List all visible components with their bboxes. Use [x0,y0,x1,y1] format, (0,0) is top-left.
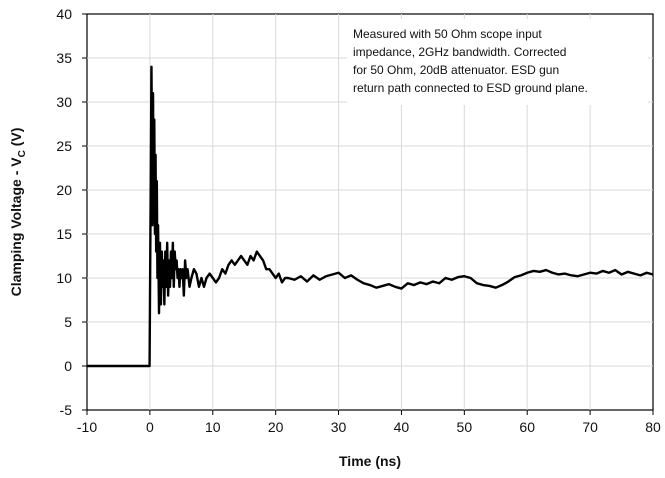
y-tick-label: 30 [56,94,72,110]
annotation-line-1: Measured with 50 Ohm scope input [353,27,542,41]
x-tick-label: 60 [519,419,535,435]
y-axis-label-prefix: Clamping Voltage - V [8,157,24,297]
y-tick-label: 40 [56,6,72,22]
y-axis-label: Clamping Voltage - VC (V) [8,128,28,297]
y-tick-label: -5 [60,402,73,418]
x-tick-label: 70 [582,419,598,435]
axis-ticks: -10 0 10 20 30 40 50 60 70 80 -5 0 5 10 15 20 25 30 35 40 [56,6,661,435]
y-tick-label: 10 [56,270,72,286]
x-axis-label: Time (ns) [339,453,401,469]
clamping-voltage-series-line [87,65,654,368]
x-tick-label: 80 [645,419,661,435]
y-tick-label: 15 [56,226,72,242]
annotation-background [347,19,648,105]
annotation-line-3: for 50 Ohm, 20dB attenuator. ESD gun [353,63,559,77]
y-axis-label-suffix: (V) [8,128,24,151]
x-tick-label: 40 [394,419,410,435]
data-series [87,65,654,368]
y-tick-label: 0 [64,358,72,374]
x-tick-label: -10 [77,419,97,435]
x-tick-label: 30 [331,419,347,435]
y-tick-label: 35 [56,50,72,66]
y-axis-label-subscript: C [17,150,28,157]
y-tick-label: 25 [56,138,72,154]
plot-frame [86,13,654,411]
y-tick-label: 5 [64,314,72,330]
y-tick-label: 20 [56,182,72,198]
x-tick-label: 10 [205,419,221,435]
x-tick-label: 20 [268,419,284,435]
annotation-line-2: impedance, 2GHz bandwidth. Corrected [353,45,566,59]
x-tick-label: 50 [457,419,473,435]
annotation-box: Measured with 50 Ohm scope input impedan… [347,19,648,105]
annotation-line-4: return path connected to ESD ground plan… [353,81,588,95]
x-tick-label: 0 [146,419,154,435]
